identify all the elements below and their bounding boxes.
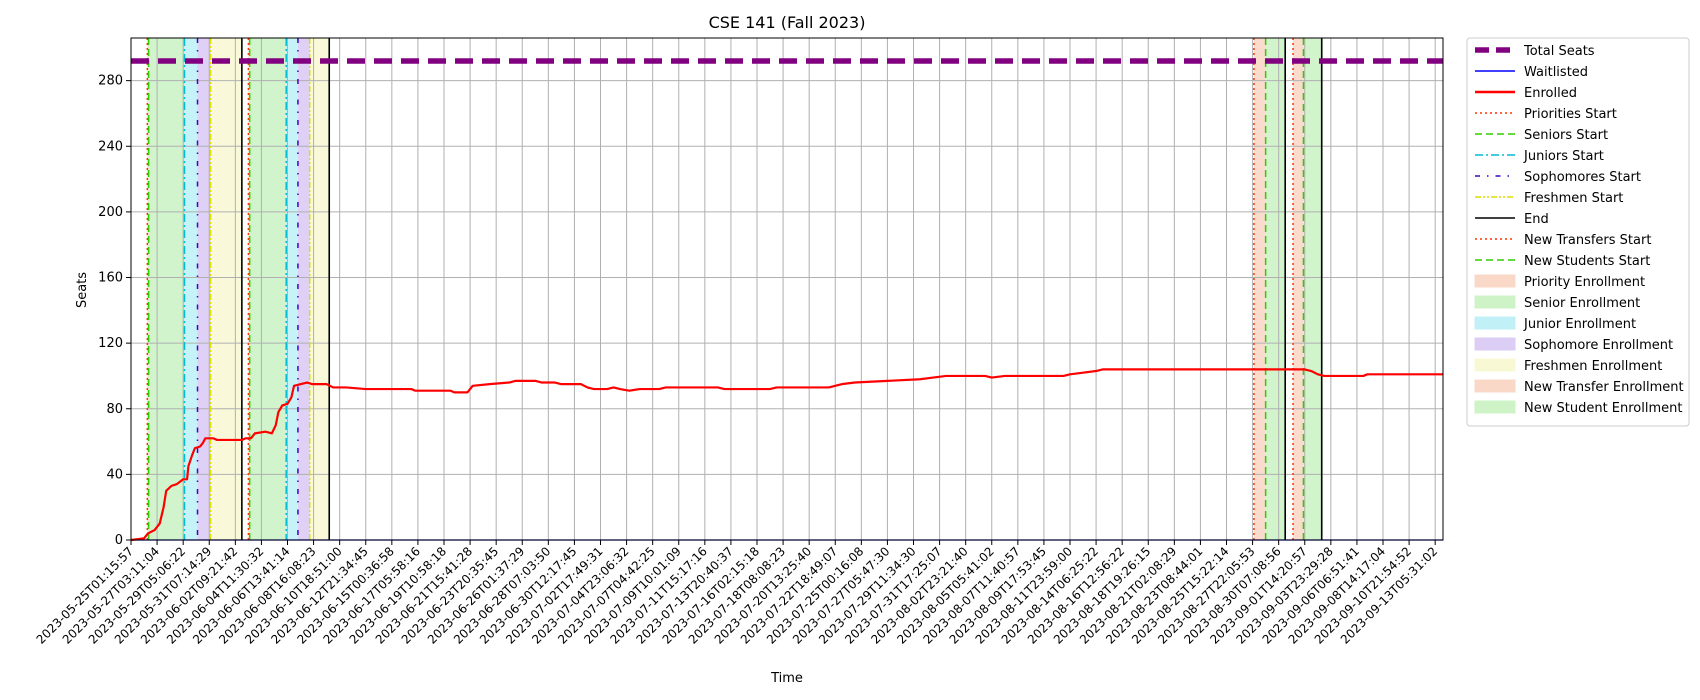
legend-label: End — [1524, 212, 1549, 227]
y-tick-label: 240 — [98, 139, 123, 154]
legend-swatch — [1474, 358, 1516, 372]
legend-label: Sophomores Start — [1524, 170, 1641, 185]
y-tick-label: 160 — [98, 271, 123, 286]
legend-swatch — [1474, 337, 1516, 351]
enrollment-region — [1253, 38, 1266, 540]
legend-label: New Transfer Enrollment — [1524, 380, 1684, 395]
legend-swatch — [1474, 295, 1516, 309]
y-tick-label: 120 — [98, 336, 123, 351]
y-tick-label: 40 — [106, 467, 123, 482]
enrollment-region — [197, 38, 211, 540]
legend-box — [1466, 37, 1690, 427]
legend-label: Sophomore Enrollment — [1524, 338, 1673, 353]
legend-label: Junior Enrollment — [1523, 317, 1636, 332]
chart-title: CSE 141 (Fall 2023) — [709, 13, 866, 32]
plot-area: 040801201602002402802023-05-25T01:15:572… — [34, 37, 1444, 647]
y-axis-label: Seats — [75, 272, 90, 308]
legend-label: Seniors Start — [1524, 128, 1608, 143]
legend-label: Juniors Start — [1523, 149, 1604, 164]
legend-label: Freshmen Enrollment — [1524, 359, 1662, 374]
legend-swatch — [1474, 379, 1516, 393]
legend-label: New Transfers Start — [1524, 233, 1651, 248]
legend-swatch — [1474, 400, 1516, 414]
y-tick-label: 0 — [115, 533, 123, 548]
y-tick-label: 200 — [98, 205, 123, 220]
y-tick-label: 280 — [98, 74, 123, 89]
chart-legend: Total Seats Waitlisted Enrolled Priorities … — [1466, 37, 1690, 427]
legend-label: New Students Start — [1524, 254, 1650, 269]
y-tick-label: 80 — [106, 402, 123, 417]
legend-label: Waitlisted — [1524, 65, 1588, 80]
enrollment-region — [309, 38, 330, 540]
x-axis-label: Time — [770, 671, 803, 686]
plot-frame — [130, 37, 1444, 541]
legend-label: Enrolled — [1524, 86, 1577, 101]
enrollment-region — [184, 38, 198, 540]
enrollment-region — [286, 38, 298, 540]
legend-label: New Student Enrollment — [1524, 401, 1682, 416]
legend-label: Priority Enrollment — [1524, 275, 1645, 290]
legend-label: Senior Enrollment — [1524, 296, 1640, 311]
enrollment-region — [297, 38, 310, 540]
enrollment-region — [210, 38, 242, 540]
enrollment-region — [1265, 38, 1286, 540]
enrollment-region — [249, 38, 287, 540]
enrollment-region — [148, 38, 185, 540]
enrollment-region — [1303, 38, 1322, 540]
series-line — [130, 368, 1443, 542]
enrollment-region — [1293, 38, 1304, 540]
legend-swatch — [1474, 274, 1516, 288]
legend-label: Priorities Start — [1524, 107, 1617, 122]
legend-label: Freshmen Start — [1524, 191, 1623, 206]
legend-label: Total Seats — [1523, 44, 1595, 59]
legend-swatch — [1474, 316, 1516, 330]
